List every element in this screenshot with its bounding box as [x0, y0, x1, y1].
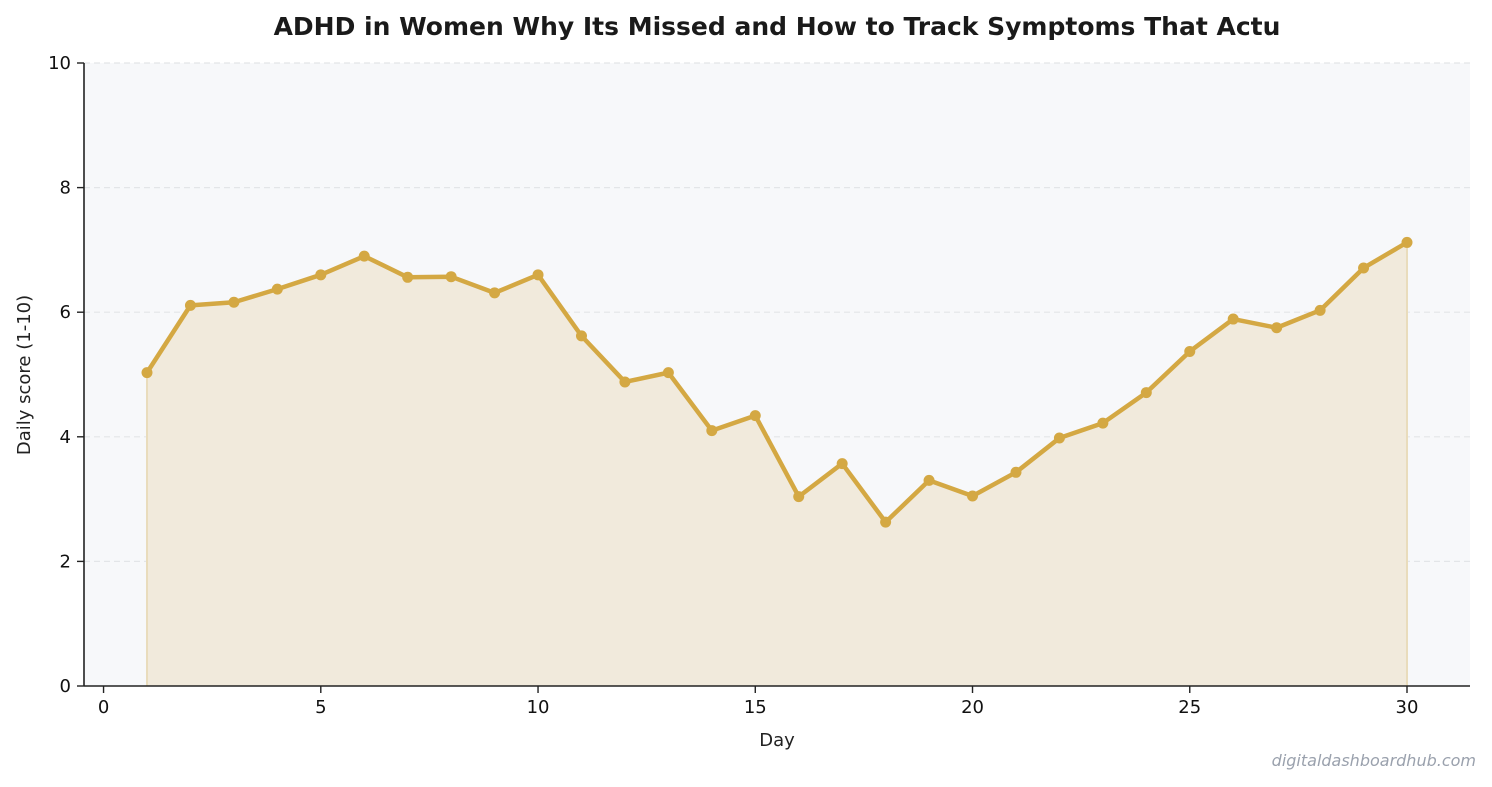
x-axis-ticks: 0 5 10 15 20 25 30	[98, 686, 1419, 718]
data-point	[836, 458, 848, 470]
data-point	[445, 271, 457, 283]
data-point	[532, 269, 544, 281]
y-tick-label: 10	[48, 53, 71, 74]
data-point	[793, 491, 805, 503]
y-tick-label: 0	[60, 676, 71, 697]
x-tick-label: 0	[98, 697, 109, 718]
x-tick-label: 15	[744, 697, 767, 718]
x-tick-label: 25	[1178, 697, 1201, 718]
data-point	[1010, 466, 1022, 478]
y-tick-label: 8	[60, 178, 71, 199]
y-axis-ticks: 0 2 4 6 8 10	[48, 53, 84, 697]
y-tick-label: 4	[60, 427, 71, 448]
x-tick-label: 20	[961, 697, 984, 718]
data-point	[880, 516, 892, 528]
data-point	[1271, 322, 1283, 334]
data-point	[1227, 313, 1239, 325]
data-point	[271, 283, 283, 295]
data-point	[489, 287, 501, 299]
data-point	[923, 474, 935, 486]
data-point	[184, 299, 196, 311]
data-point	[315, 269, 327, 281]
x-axis-label: Day	[759, 730, 795, 751]
data-points	[141, 236, 1413, 528]
data-point	[1401, 236, 1413, 248]
data-point	[228, 296, 240, 308]
chart-title: ADHD in Women Why Its Missed and How to …	[274, 12, 1281, 41]
watermark: digitaldashboardhub.com	[1272, 751, 1476, 770]
data-point	[1097, 417, 1109, 429]
data-point	[706, 425, 718, 437]
x-tick-label: 10	[527, 697, 550, 718]
data-point	[619, 376, 631, 388]
data-point	[662, 367, 674, 379]
data-point	[1140, 387, 1152, 399]
series-area-fill	[147, 242, 1407, 686]
y-tick-label: 6	[60, 302, 71, 323]
data-point	[749, 410, 761, 422]
data-point	[1314, 304, 1326, 316]
data-point	[141, 367, 153, 379]
series-line	[144, 240, 1410, 525]
data-point	[358, 250, 370, 262]
y-tick-label: 2	[60, 551, 71, 572]
data-point	[1053, 432, 1065, 444]
x-tick-label: 30	[1396, 697, 1419, 718]
data-point	[1358, 262, 1370, 274]
data-point	[575, 330, 587, 342]
data-point	[402, 271, 414, 283]
x-tick-label: 5	[315, 697, 326, 718]
data-point	[1184, 345, 1196, 357]
y-axis-label: Daily score (1-10)	[14, 295, 35, 455]
data-point	[967, 490, 979, 502]
